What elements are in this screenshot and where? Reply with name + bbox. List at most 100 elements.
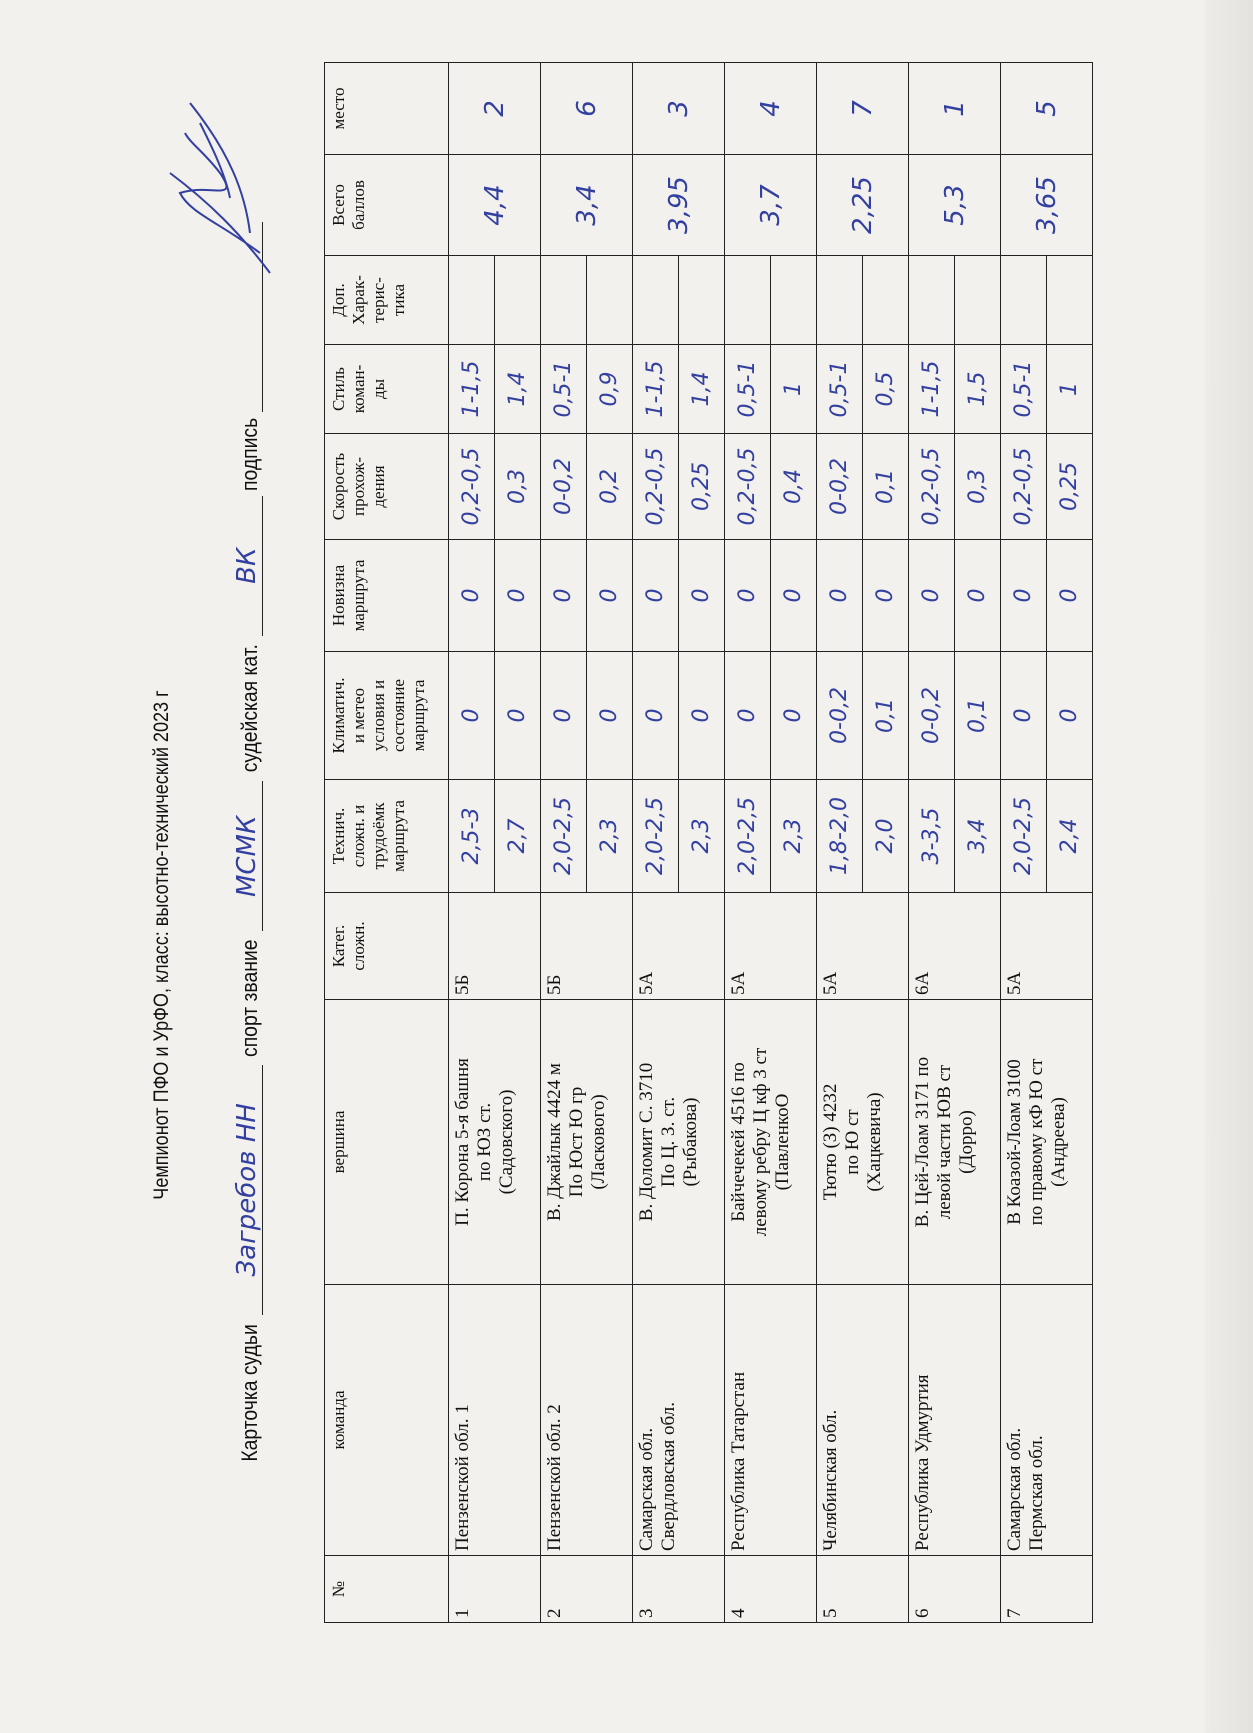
column-header-total: Всего баллов [324,154,449,256]
team-name: Республика Татарстан [724,1284,817,1556]
row-number: 4 [724,1555,817,1623]
table-row: 5 Челябинская обл. Тютю (З) 4232 по Ю ст (… [816,62,909,1623]
tech-score: 2,3 [770,779,817,893]
document-title: Чемпионот ПФО и УрФО, класс: высотно-тех… [150,690,173,1200]
place: 1 [908,62,1001,155]
nov-score: 0 [1046,539,1093,652]
difficulty-category: 5А [1000,892,1093,1000]
clim-range: 0 [540,651,587,780]
place: 3 [632,62,725,155]
style-range: 0,5-1 [540,344,587,434]
row-number: 1 [448,1555,541,1623]
table-row: 6 Республика Удмуртия В. Цей-Лоам 3171 по … [908,62,1001,1623]
column-header-peak: вершина [324,999,449,1285]
table-header-row: № команда вершина Катег. сложн. Технич. слож… [324,62,449,1623]
style-score: 1,5 [954,344,1001,434]
team-name: Самарская обл. Пермская обл. [1000,1284,1093,1556]
team-name: Пензенской обл. 2 [540,1284,633,1556]
speed-range: 0-0,2 [540,433,587,540]
tech-score: 3,4 [954,779,1001,893]
tech-range: 3-3,5 [908,779,955,893]
extra-range [632,255,679,345]
nov-score: 0 [586,539,633,652]
speed-score: 0,25 [1046,433,1093,540]
nov-range: 0 [632,539,679,652]
style-score: 1,4 [494,344,541,434]
place: 7 [816,62,909,155]
column-header-extra: Доп. Харак- терис- тика [324,255,449,345]
style-range: 1-1,5 [632,344,679,434]
extra-range [540,255,587,345]
tech-score: 2,3 [678,779,725,893]
team-name: Самарская обл. Свердловская обл. [632,1284,725,1556]
column-header-num: № [324,1555,449,1623]
judge-name: Загребов НН [232,1064,263,1315]
signature-label: подпись [237,417,262,491]
nov-range: 0 [540,539,587,652]
column-header-climate: Климатич. и метео условия и состояние ма… [324,651,449,780]
extra-score [494,255,541,345]
speed-score: 0,25 [678,433,725,540]
total-score: 2,25 [816,154,909,256]
table-row: 3 Самарская обл. Свердловская обл. В. Доло… [632,62,725,1623]
clim-range: 0-0,2 [908,651,955,780]
clim-score: 0 [678,651,725,780]
extra-score [770,255,817,345]
extra-range [908,255,955,345]
column-header-team: команда [324,1284,449,1556]
tech-range: 2,0-2,5 [724,779,771,893]
column-header-category: Катег. сложн. [324,892,449,1000]
tech-score: 2,0 [862,779,909,893]
speed-score: 0,3 [954,433,1001,540]
column-header-place: место [324,62,449,155]
peak-route: Тютю (З) 4232 по Ю ст (Хацкевича) [816,999,909,1285]
style-range: 1-1,5 [448,344,495,434]
tech-score: 2,4 [1046,779,1093,893]
judge-info-line: Карточка судьи Загребов НН спорт звание … [232,222,263,1472]
scores-table: № команда вершина Катег. сложн. Технич. слож… [324,62,1093,1623]
clim-score: 0,1 [862,651,909,780]
column-header-speed: Скорость прохож- дения [324,433,449,540]
speed-score: 0,4 [770,433,817,540]
extra-score [862,255,909,345]
style-range: 0,5-1 [816,344,863,434]
clim-score: 0 [770,651,817,780]
difficulty-category: 5А [816,892,909,1000]
tech-score: 2,7 [494,779,541,893]
tech-range: 2,5-3 [448,779,495,893]
speed-score: 0,2 [586,433,633,540]
difficulty-category: 5Б [540,892,633,1000]
style-score: 0,9 [586,344,633,434]
table-row: 2 Пензенской обл. 2 В. Джайлык 4424 м По Ю… [540,62,633,1623]
peak-route: П. Корона 5-я башня по ЮЗ ст. (Садовског… [448,999,541,1285]
nov-score: 0 [770,539,817,652]
clim-range: 0 [448,651,495,780]
clim-range: 0 [632,651,679,780]
peak-route: В Коазой-Лоам 3100 по правому кФ Ю ст (А… [1000,999,1093,1285]
extra-range [448,255,495,345]
difficulty-category: 5А [632,892,725,1000]
nov-range: 0 [816,539,863,652]
column-header-novelty: Новизна маршрута [324,539,449,652]
speed-range: 0,2-0,5 [1000,433,1047,540]
clim-range: 0 [724,651,771,780]
place: 4 [724,62,817,155]
place: 6 [540,62,633,155]
difficulty-category: 5Б [448,892,541,1000]
clim-score: 0 [494,651,541,780]
peak-route: Байчечекей 4516 по левому ребру Ц кф 3 с… [724,999,817,1285]
team-name: Пензенской обл. 1 [448,1284,541,1556]
style-range: 0,5-1 [724,344,771,434]
extra-score [1046,255,1093,345]
nov-score: 0 [494,539,541,652]
total-score: 3,95 [632,154,725,256]
style-range: 0,5-1 [1000,344,1047,434]
nov-score: 0 [954,539,1001,652]
speed-range: 0,2-0,5 [724,433,771,540]
row-number: 6 [908,1555,1001,1623]
speed-score: 0,1 [862,433,909,540]
judge-category-label: судейская кат. [237,644,262,773]
style-score: 1 [770,344,817,434]
style-score: 0,5 [862,344,909,434]
